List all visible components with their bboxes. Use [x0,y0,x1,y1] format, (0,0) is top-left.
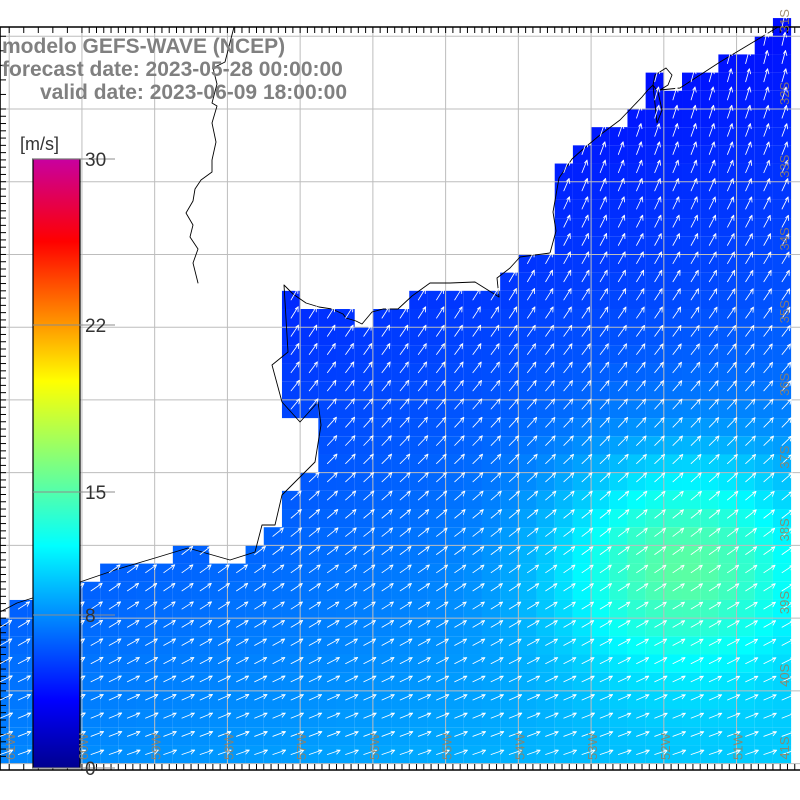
svg-text:15: 15 [85,483,106,504]
svg-text:39S: 39S [777,591,792,614]
svg-text:41S: 41S [777,736,792,759]
svg-text:forecast date: 2023-05-28 00:0: forecast date: 2023-05-28 00:00:00 [2,58,343,81]
svg-text:58W: 58W [221,733,236,760]
svg-text:54W: 54W [512,733,527,760]
svg-text:33S: 33S [777,154,792,177]
svg-text:0: 0 [85,759,96,780]
svg-text:60W: 60W [76,733,91,760]
svg-text:40S: 40S [777,663,792,686]
svg-text:[m/s]: [m/s] [20,134,59,154]
svg-text:8: 8 [85,606,96,627]
svg-text:57W: 57W [294,733,309,760]
svg-text:35S: 35S [777,300,792,323]
svg-text:31S: 31S [777,9,792,32]
svg-text:56W: 56W [367,733,382,760]
svg-text:32S: 32S [777,82,792,105]
svg-text:55W: 55W [440,733,455,760]
svg-text:61W: 61W [3,733,18,760]
svg-text:37S: 37S [777,445,792,468]
svg-text:modelo GEFS-WAVE (NCEP): modelo GEFS-WAVE (NCEP) [2,35,285,58]
svg-text:53W: 53W [585,733,600,760]
svg-text:22: 22 [85,316,106,337]
svg-text:30: 30 [85,150,106,171]
svg-text:34S: 34S [777,227,792,250]
svg-text:36S: 36S [777,372,792,395]
svg-text:valid date: 2023-06-09 18:00:0: valid date: 2023-06-09 18:00:00 [40,81,347,104]
svg-text:59W: 59W [149,733,164,760]
svg-text:52W: 52W [658,733,673,760]
svg-text:51W: 51W [731,733,746,760]
svg-text:38S: 38S [777,518,792,541]
